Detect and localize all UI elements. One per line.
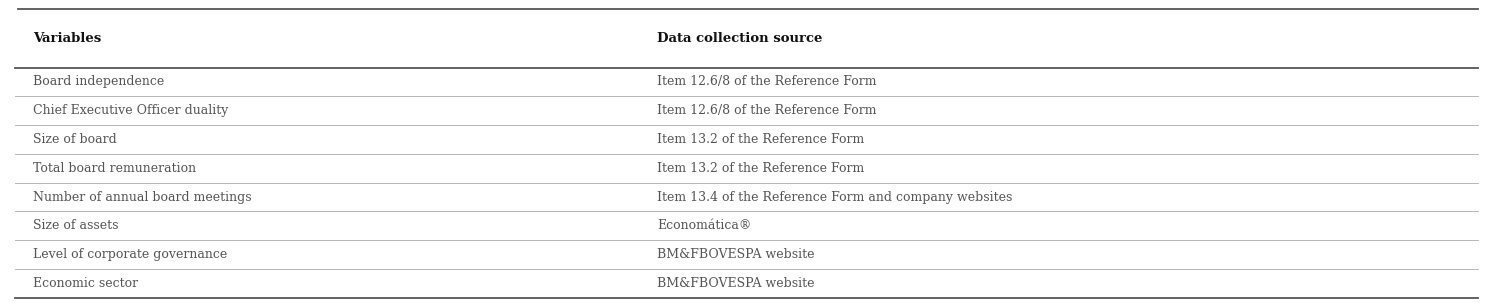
Text: Item 13.4 of the Reference Form and company websites: Item 13.4 of the Reference Form and comp… [657, 191, 1012, 204]
Text: BM&FBOVESPA website: BM&FBOVESPA website [657, 248, 814, 261]
Text: Economática®: Economática® [657, 219, 751, 232]
Text: Size of assets: Size of assets [33, 219, 118, 232]
Text: Item 12.6/8 of the Reference Form: Item 12.6/8 of the Reference Form [657, 104, 876, 117]
Text: Total board remuneration: Total board remuneration [33, 162, 196, 175]
Text: Size of board: Size of board [33, 133, 116, 146]
Text: BM&FBOVESPA website: BM&FBOVESPA website [657, 277, 814, 290]
Text: Data collection source: Data collection source [657, 32, 823, 45]
Text: Variables: Variables [33, 32, 102, 45]
Text: Chief Executive Officer duality: Chief Executive Officer duality [33, 104, 228, 117]
Text: Economic sector: Economic sector [33, 277, 137, 290]
Text: Number of annual board meetings: Number of annual board meetings [33, 191, 251, 204]
Text: Item 12.6/8 of the Reference Form: Item 12.6/8 of the Reference Form [657, 76, 876, 88]
Text: Item 13.2 of the Reference Form: Item 13.2 of the Reference Form [657, 162, 864, 175]
Text: Level of corporate governance: Level of corporate governance [33, 248, 227, 261]
Text: Board independence: Board independence [33, 76, 164, 88]
Text: Item 13.2 of the Reference Form: Item 13.2 of the Reference Form [657, 133, 864, 146]
